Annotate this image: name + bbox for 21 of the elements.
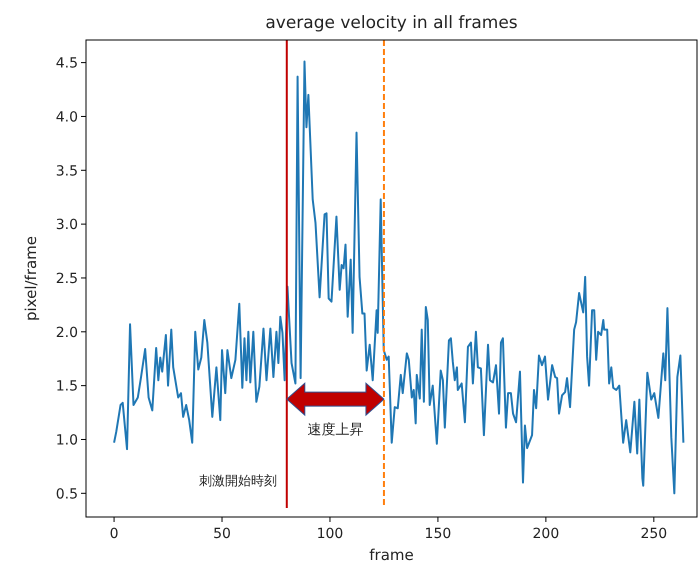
y-tick-label: 1.5 xyxy=(56,378,78,395)
y-tick-label: 3.0 xyxy=(56,217,78,234)
line-series xyxy=(113,60,684,494)
y-tick-label: 4.5 xyxy=(56,56,78,72)
ref-line-label: 刺激開始時刻 xyxy=(198,474,277,489)
y-tick-label: 1.0 xyxy=(56,432,78,448)
y-axis-title: pixel/frame xyxy=(22,236,40,322)
x-tick-label: 200 xyxy=(532,526,560,542)
x-tick-label: 50 xyxy=(213,526,231,542)
y-tick-label: 4.0 xyxy=(56,109,78,126)
y-tick-label: 2.5 xyxy=(56,270,78,287)
y-tick-label: 2.0 xyxy=(56,324,78,341)
x-tick-label: 0 xyxy=(110,526,119,542)
x-tick-label: 100 xyxy=(316,526,344,542)
y-tick-label: 0.5 xyxy=(56,486,78,502)
annotation: 速度上昇 xyxy=(307,422,364,438)
x-tick-label: 150 xyxy=(424,526,452,542)
y-tick-label: 3.5 xyxy=(56,163,78,180)
x-tick-label: 250 xyxy=(640,526,668,542)
chart-title: average velocity in all frames xyxy=(265,13,518,33)
x-axis-title: frame xyxy=(369,546,414,564)
